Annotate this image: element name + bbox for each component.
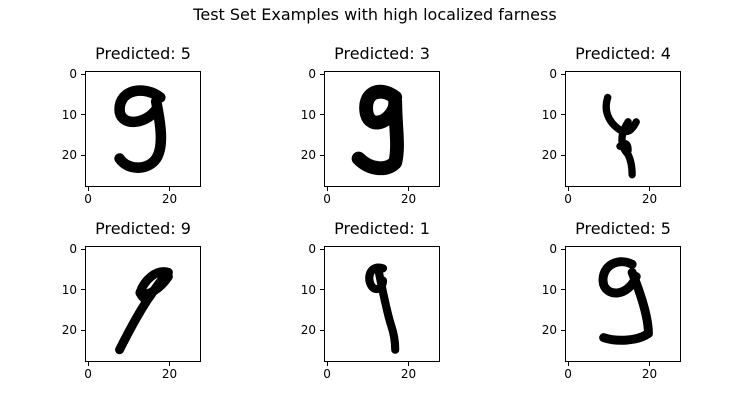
y-tick-mark bbox=[561, 73, 565, 75]
y-tick-mark bbox=[81, 73, 85, 75]
digit-stroke bbox=[359, 84, 403, 130]
image-panel: Predicted: 1 0 10 20 0 20 bbox=[301, 219, 440, 380]
x-tick-label: 20 bbox=[161, 367, 178, 381]
x-tick-label: 0 bbox=[84, 192, 92, 206]
image-panel: Predicted: 4 0 10 20 0 20 bbox=[542, 44, 681, 205]
digit-stroke bbox=[115, 272, 169, 355]
x-tick-label: 20 bbox=[641, 192, 658, 206]
y-tick-mark bbox=[561, 248, 565, 250]
panel-title: Predicted: 5 bbox=[95, 44, 191, 63]
digit-image bbox=[115, 267, 173, 355]
x-tick-mark bbox=[87, 187, 89, 191]
y-tick-label: 20 bbox=[541, 148, 557, 163]
image-panel: Predicted: 5 0 10 20 0 20 bbox=[542, 219, 681, 380]
x-tick-label: 0 bbox=[564, 192, 572, 206]
digit-stroke bbox=[598, 257, 641, 298]
digit-stroke bbox=[602, 93, 640, 136]
y-tick-mark bbox=[81, 329, 85, 331]
x-tick-mark bbox=[87, 362, 89, 366]
y-tick-label: 20 bbox=[300, 323, 316, 338]
y-tick-label: 10 bbox=[300, 107, 316, 122]
digit-image-frame bbox=[85, 246, 201, 362]
panel-title: Predicted: 1 bbox=[334, 219, 430, 238]
y-tick-label: 10 bbox=[61, 282, 77, 297]
y-tick-mark bbox=[561, 329, 565, 331]
y-tick-label: 10 bbox=[541, 107, 557, 122]
digit-stroke bbox=[114, 85, 166, 128]
digit-image bbox=[365, 263, 400, 354]
x-tick-mark bbox=[407, 187, 409, 191]
digit-image bbox=[602, 93, 640, 179]
y-tick-label: 20 bbox=[61, 148, 77, 163]
x-tick-label: 20 bbox=[641, 367, 658, 381]
digit-stroke bbox=[374, 268, 400, 354]
x-tick-mark bbox=[168, 362, 170, 366]
digit-stroke bbox=[616, 139, 632, 155]
digit-stroke bbox=[135, 288, 157, 304]
x-tick-mark bbox=[567, 187, 569, 191]
y-tick-mark bbox=[81, 154, 85, 156]
digit-image bbox=[114, 85, 167, 173]
x-tick-mark bbox=[648, 362, 650, 366]
y-tick-label: 20 bbox=[541, 323, 557, 338]
panel-title: Predicted: 3 bbox=[334, 44, 430, 63]
y-tick-mark bbox=[320, 114, 324, 116]
y-tick-mark bbox=[320, 248, 324, 250]
y-tick-mark bbox=[320, 154, 324, 156]
y-tick-label: 20 bbox=[61, 323, 77, 338]
digit-image-frame bbox=[324, 246, 440, 362]
panel-title: Predicted: 9 bbox=[95, 219, 191, 238]
y-tick-mark bbox=[320, 289, 324, 291]
digit-image-frame bbox=[324, 71, 440, 187]
y-tick-label: 0 bbox=[69, 242, 77, 257]
y-tick-mark bbox=[561, 154, 565, 156]
image-panel: Predicted: 5 0 10 20 0 20 bbox=[62, 44, 201, 205]
y-tick-label: 0 bbox=[69, 67, 77, 82]
y-tick-label: 10 bbox=[541, 282, 557, 297]
y-tick-mark bbox=[320, 329, 324, 331]
image-panel: Predicted: 9 0 10 20 0 20 bbox=[62, 219, 201, 380]
digit-stroke bbox=[599, 267, 653, 345]
y-tick-label: 10 bbox=[61, 107, 77, 122]
figure-title: Test Set Examples with high localized fa… bbox=[193, 5, 557, 24]
x-tick-mark bbox=[648, 187, 650, 191]
panel-title: Predicted: 4 bbox=[575, 44, 671, 63]
x-tick-label: 20 bbox=[400, 192, 417, 206]
x-tick-label: 0 bbox=[323, 367, 331, 381]
digit-image-frame bbox=[85, 71, 201, 187]
y-tick-mark bbox=[320, 73, 324, 75]
x-tick-mark bbox=[326, 362, 328, 366]
digit-image-frame bbox=[565, 71, 681, 187]
y-tick-mark bbox=[81, 248, 85, 250]
x-tick-label: 0 bbox=[84, 367, 92, 381]
image-panel: Predicted: 3 0 10 20 0 20 bbox=[301, 44, 440, 205]
x-tick-label: 20 bbox=[400, 367, 417, 381]
x-tick-mark bbox=[407, 362, 409, 366]
y-tick-label: 0 bbox=[549, 242, 557, 257]
y-tick-label: 0 bbox=[308, 242, 316, 257]
x-tick-mark bbox=[326, 187, 328, 191]
y-tick-mark bbox=[561, 114, 565, 116]
x-tick-mark bbox=[567, 362, 569, 366]
x-tick-label: 0 bbox=[323, 192, 331, 206]
digit-image-frame bbox=[565, 246, 681, 362]
y-tick-mark bbox=[561, 289, 565, 291]
digit-stroke bbox=[618, 118, 636, 179]
digit-image bbox=[351, 84, 404, 176]
y-tick-mark bbox=[81, 114, 85, 116]
y-tick-mark bbox=[81, 289, 85, 291]
digit-stroke bbox=[114, 96, 167, 173]
digit-stroke bbox=[351, 94, 404, 176]
y-tick-label: 20 bbox=[300, 148, 316, 163]
panel-title: Predicted: 5 bbox=[575, 219, 671, 238]
y-tick-label: 0 bbox=[549, 67, 557, 82]
x-tick-label: 20 bbox=[161, 192, 178, 206]
x-tick-mark bbox=[168, 187, 170, 191]
digit-image bbox=[598, 257, 653, 345]
y-tick-label: 10 bbox=[300, 282, 316, 297]
x-tick-label: 0 bbox=[564, 367, 572, 381]
y-tick-label: 0 bbox=[308, 67, 316, 82]
